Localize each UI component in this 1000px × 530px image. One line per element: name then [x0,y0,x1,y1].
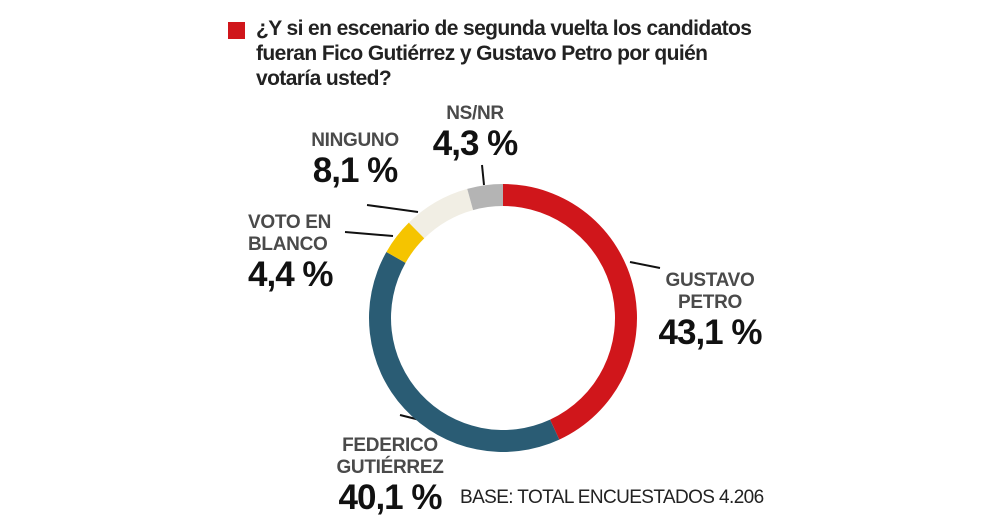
category-name: VOTO EN BLANCO [248,212,332,255]
title-marker [228,22,245,39]
base-note: BASE: TOTAL ENCUESTADOS 4.206 [460,487,764,508]
donut-segment [386,222,425,263]
segment-label: GUSTAVO PETRO 43,1 % [650,270,770,352]
value-label: 4,3 % [432,124,519,163]
leader-line [366,204,419,213]
donut-segment [503,184,637,440]
chart-title: ¿Y si en escenario de segunda vuelta los… [256,17,752,90]
leader-line [629,261,661,269]
leader-line [481,164,485,186]
value-label: 4,4 % [248,255,334,294]
leader-line [344,231,394,237]
segment-label: VOTO EN BLANCO 4,4 % [248,212,348,294]
category-name: NINGUNO [311,130,399,151]
value-label: 43,1 % [658,313,763,352]
donut-segment [369,251,560,452]
category-name: GUSTAVO PETRO [665,270,755,313]
donut-segment [467,184,503,211]
segment-label: NS/NR 4,3 % [420,103,530,163]
value-label: 40,1 % [338,478,443,517]
donut-segment [408,188,474,239]
category-name: NS/NR [446,103,504,124]
segment-label: FEDERICO GUTIÉRREZ 40,1 % [330,435,450,517]
category-name: FEDERICO GUTIÉRREZ [336,435,444,478]
value-label: 8,1 % [312,151,399,190]
segment-label: NINGUNO 8,1 % [300,130,410,190]
